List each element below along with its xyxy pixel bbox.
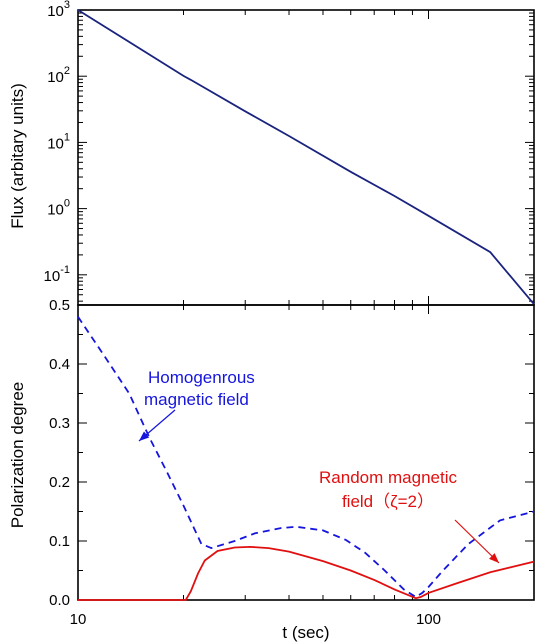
plot-frames [77, 9, 535, 601]
random-label: Random magnetic [319, 468, 457, 487]
x-tick-label: 100 [416, 611, 441, 628]
homogeneous-arrow-head [139, 431, 150, 441]
top-ylabel: Flux (arbitary units) [8, 83, 27, 228]
random-label: field（ζ=2） [342, 492, 434, 511]
flux-curve [77, 9, 535, 305]
random-arrow-head [489, 553, 499, 563]
homogeneous-label: magnetic field [144, 390, 249, 409]
y-tick-label: 0.3 [49, 415, 70, 432]
x-tick-label: 10 [70, 611, 87, 628]
y-tick-label: 102 [47, 65, 70, 86]
top-panel-ticks [77, 9, 535, 305]
y-tick-label: 10-1 [44, 264, 70, 285]
y-tick-label: 0.0 [49, 592, 70, 609]
random-field-curve [78, 545, 535, 601]
top-panel-frame [77, 9, 535, 306]
y-tick-label: 0.5 [49, 297, 70, 314]
y-tick-label: 0.2 [49, 474, 70, 491]
bottom-panel-ticks [77, 304, 535, 601]
y-tick-label: 0.1 [49, 533, 70, 550]
annotations: Homogenrous magnetic field Random magnetic… [138, 368, 500, 564]
y-tick-label: 100 [47, 198, 70, 219]
tick-labels: 10-1 100 101 102 103 0.0 0.1 0.2 0.3 0.4 0.5 10 100 [44, 0, 441, 628]
y-tick-label: 101 [47, 131, 70, 152]
x-axis-label: t (sec) [282, 623, 329, 642]
series-lines [77, 9, 535, 601]
random-arrow [454, 519, 500, 564]
homogeneous-label: Homogenrous [148, 368, 255, 387]
homogeneous-field-curve [77, 316, 535, 599]
y-tick-label: 0.4 [49, 356, 70, 373]
bottom-ylabel: Polarization degree [8, 382, 27, 528]
y-tick-label: 103 [47, 0, 70, 20]
